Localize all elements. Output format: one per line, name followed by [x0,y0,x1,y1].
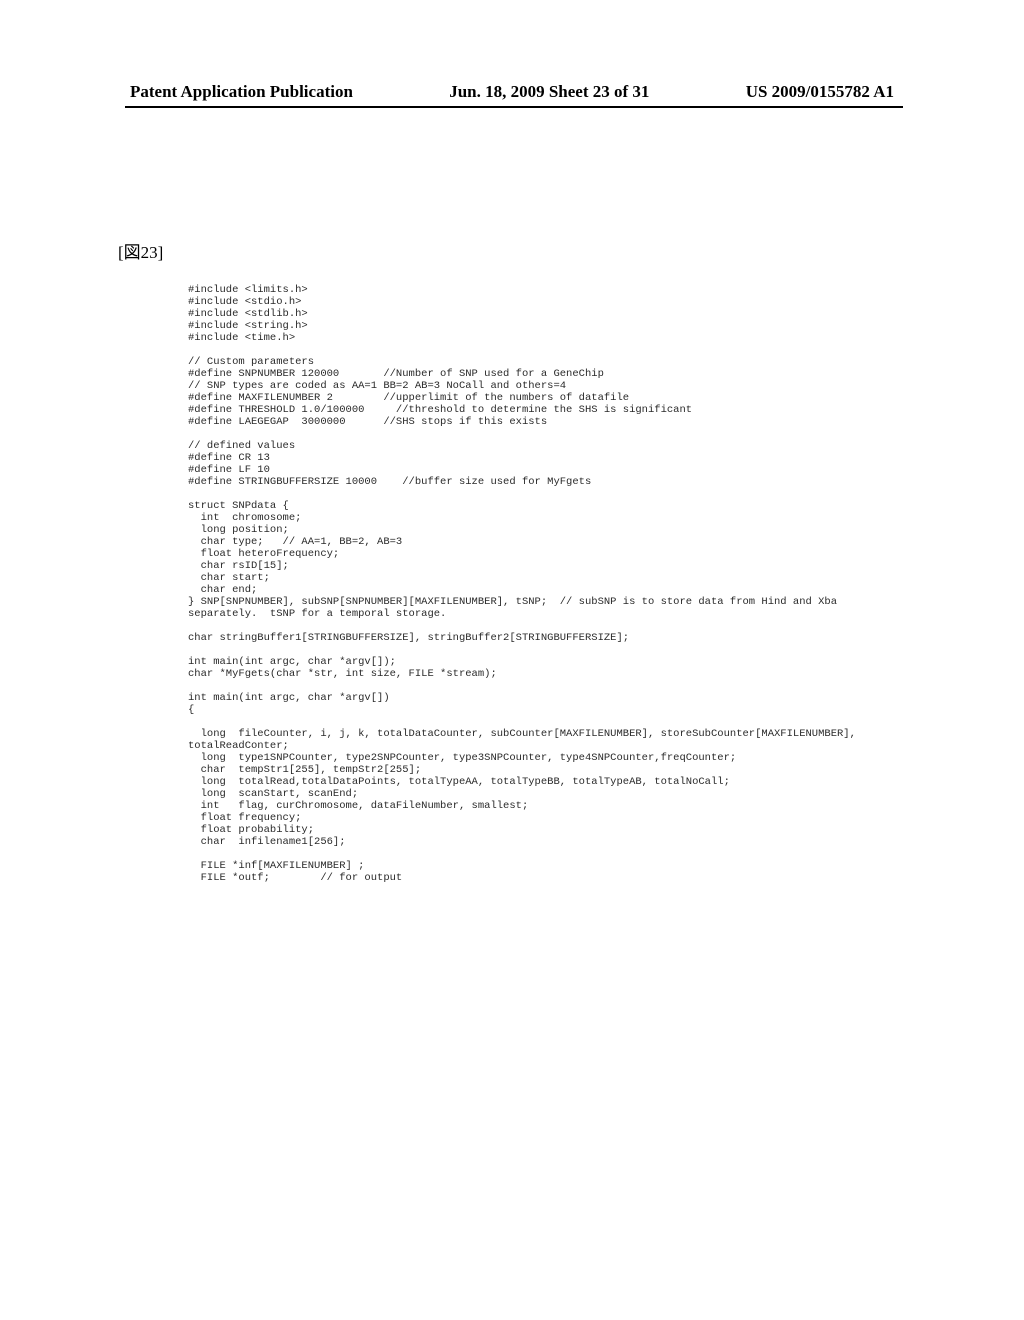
header-left: Patent Application Publication [130,82,353,102]
page-header: Patent Application Publication Jun. 18, … [0,82,1024,102]
header-right: US 2009/0155782 A1 [746,82,894,102]
header-center: Jun. 18, 2009 Sheet 23 of 31 [449,82,649,102]
figure-label: [図23] [118,238,163,263]
header-rule [125,106,903,108]
source-code-listing: #include <limits.h> #include <stdio.h> #… [188,284,948,884]
page: Patent Application Publication Jun. 18, … [0,0,1024,1320]
